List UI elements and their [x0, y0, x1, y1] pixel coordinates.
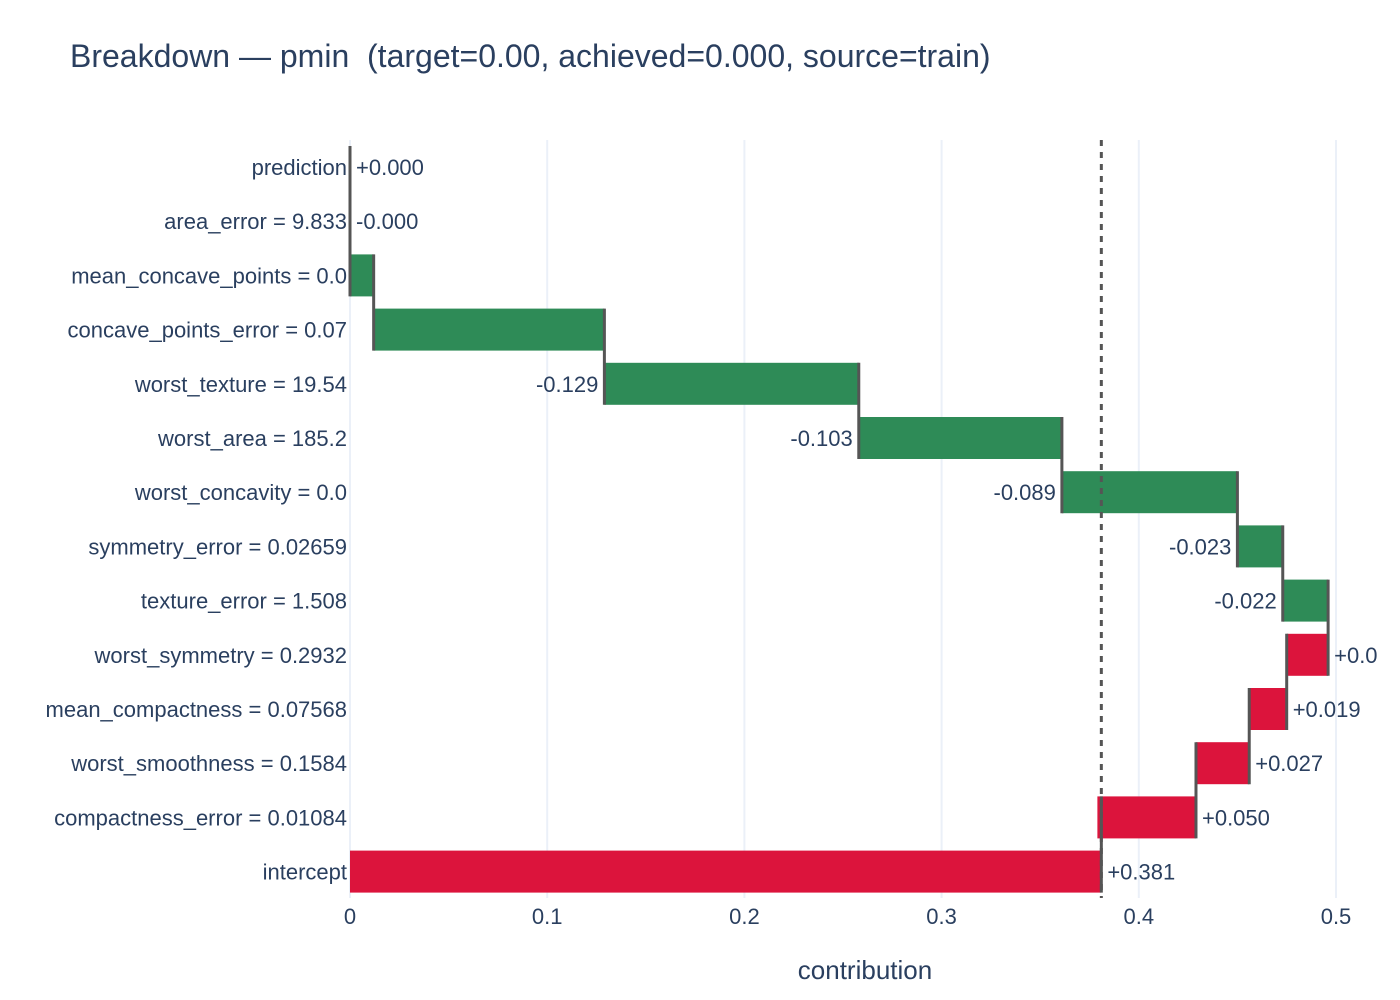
- x-tick-label: 0.2: [729, 904, 760, 929]
- category-label: mean_compactness = 0.07568: [46, 697, 347, 722]
- data-label: +0.000: [356, 155, 424, 180]
- waterfall-bar: [373, 308, 605, 351]
- x-tick-label: 0: [344, 904, 356, 929]
- x-axis-title: contribution: [798, 955, 932, 985]
- chart-title: Breakdown — pmin (target=0.00, achieved=…: [70, 38, 991, 74]
- data-label: -0.103: [790, 426, 852, 451]
- x-tick-label: 0.1: [532, 904, 563, 929]
- data-label: -0.089: [994, 480, 1056, 505]
- category-label: worst_texture = 19.54: [134, 372, 347, 397]
- data-label: +0.019: [1293, 697, 1361, 722]
- category-label: worst_area = 185.2: [157, 426, 347, 451]
- category-label: texture_error = 1.508: [141, 589, 347, 614]
- category-label: symmetry_error = 0.02659: [88, 534, 347, 559]
- data-label: -0.022: [1214, 589, 1276, 614]
- data-label: -0.129: [536, 372, 598, 397]
- waterfall-bar: [350, 254, 374, 297]
- data-label: +0.0: [1334, 643, 1377, 668]
- waterfall-bar: [1061, 471, 1238, 514]
- category-label: compactness_error = 0.01084: [54, 805, 347, 830]
- waterfall-bar: [1237, 525, 1283, 568]
- x-tick-label: 0.5: [1321, 904, 1352, 929]
- data-label: -0.023: [1169, 534, 1231, 559]
- category-label: worst_concavity = 0.0: [134, 480, 347, 505]
- x-tick-label: 0.4: [1124, 904, 1155, 929]
- category-label: area_error = 9.833: [164, 209, 347, 234]
- x-tick-label: 0.3: [926, 904, 957, 929]
- waterfall-bar: [350, 850, 1102, 893]
- category-label: mean_concave_points = 0.0: [71, 263, 347, 288]
- waterfall-bar: [1286, 633, 1329, 676]
- data-label: +0.381: [1107, 860, 1175, 885]
- waterfall-bar: [1195, 742, 1250, 785]
- waterfall-bar: [1097, 796, 1196, 839]
- category-label: prediction: [252, 155, 347, 180]
- data-label: +0.050: [1202, 805, 1270, 830]
- category-label: concave_points_error = 0.07: [68, 318, 347, 343]
- labels: 0 0.1 0.2 0.3 0.4 0.5 prediction +0.000 area_err…: [46, 155, 1378, 929]
- waterfall-bar: [1282, 579, 1329, 622]
- bars: [350, 254, 1329, 893]
- data-label: -0.000: [356, 209, 418, 234]
- category-label: worst_symmetry = 0.2932: [94, 643, 347, 668]
- category-label: intercept: [263, 860, 347, 885]
- connectors: [348, 146, 1330, 893]
- grid-lines: [349, 140, 1337, 898]
- waterfall-bar: [1249, 688, 1287, 730]
- waterfall-bar: [604, 362, 859, 405]
- waterfall-bar: [858, 417, 1062, 459]
- category-label: worst_smoothness = 0.1584: [70, 751, 347, 776]
- data-label: +0.027: [1255, 751, 1323, 776]
